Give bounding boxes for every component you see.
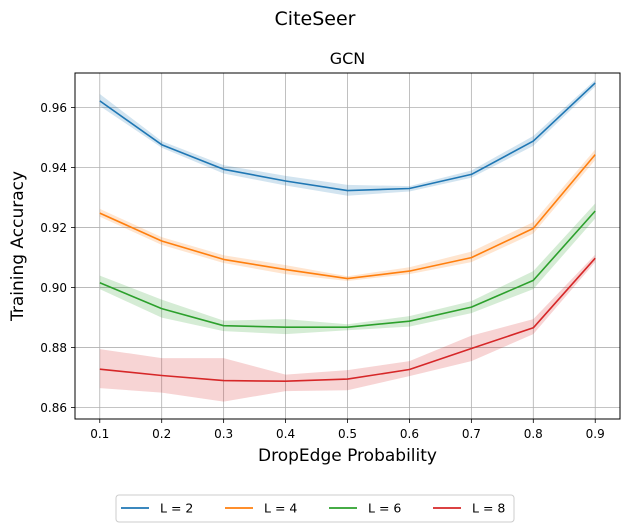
x-axis-label: DropEdge Probability (258, 446, 437, 466)
legend: L = 2 L = 4 L = 6 L = 8 (115, 494, 515, 523)
y-axis-ticks: 0.86 0.88 0.90 0.92 0.94 0.96 (40, 101, 75, 415)
x-tick-label: 0.5 (338, 427, 357, 441)
y-tick-label: 0.86 (40, 401, 67, 415)
x-tick-label: 0.9 (586, 427, 605, 441)
y-tick-label: 0.92 (40, 221, 67, 235)
y-tick-label: 0.90 (40, 281, 67, 295)
confidence-bands (99, 79, 596, 402)
legend-label-1: L = 2 (160, 501, 193, 516)
series-band-4 (99, 254, 596, 402)
x-tick-label: 0.4 (276, 427, 295, 441)
series-line-4 (99, 257, 596, 383)
x-tick-label: 0.7 (462, 427, 481, 441)
plot-title: GCN (330, 49, 366, 68)
x-axis-ticks: 0.1 0.2 0.3 0.4 0.5 0.6 0.7 0.8 0.9 (90, 419, 605, 441)
series-lines (99, 82, 596, 383)
series-band-3 (99, 203, 596, 335)
x-tick-label: 0.1 (90, 427, 109, 441)
legend-frame (115, 494, 515, 523)
grid (75, 73, 620, 419)
x-tick-label: 0.3 (214, 427, 233, 441)
series-band-1 (99, 79, 596, 196)
legend-label-4: L = 8 (472, 501, 505, 516)
figure-suptitle: CiteSeer (275, 8, 356, 30)
legend-label-2: L = 4 (264, 501, 297, 516)
legend-label-3: L = 6 (368, 501, 401, 516)
y-axis-label: Training Accuracy (8, 171, 28, 322)
series-line-3 (99, 210, 596, 329)
y-tick-label: 0.88 (40, 341, 67, 355)
x-tick-label: 0.6 (400, 427, 419, 441)
x-tick-label: 0.8 (524, 427, 543, 441)
series-line-1 (99, 82, 596, 192)
y-tick-label: 0.96 (40, 101, 67, 115)
series-line-2 (99, 154, 596, 280)
x-tick-label: 0.2 (152, 427, 171, 441)
y-tick-label: 0.94 (40, 161, 67, 175)
